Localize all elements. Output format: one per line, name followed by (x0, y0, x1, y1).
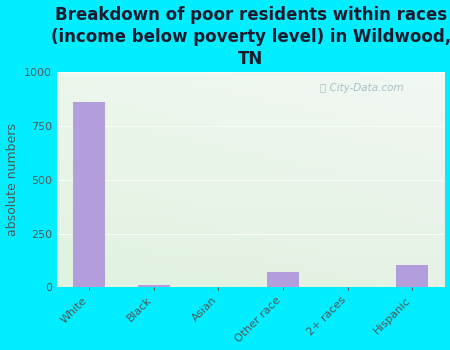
Y-axis label: absolute numbers: absolute numbers (5, 124, 18, 236)
Bar (73, 103, 105, 287)
Text: ⓘ City-Data.com: ⓘ City-Data.com (320, 83, 404, 93)
Bar (396, 265, 428, 287)
Bar (138, 285, 170, 287)
Bar (267, 272, 299, 287)
Title: Breakdown of poor residents within races
(income below poverty level) in Wildwoo: Breakdown of poor residents within races… (51, 6, 450, 68)
